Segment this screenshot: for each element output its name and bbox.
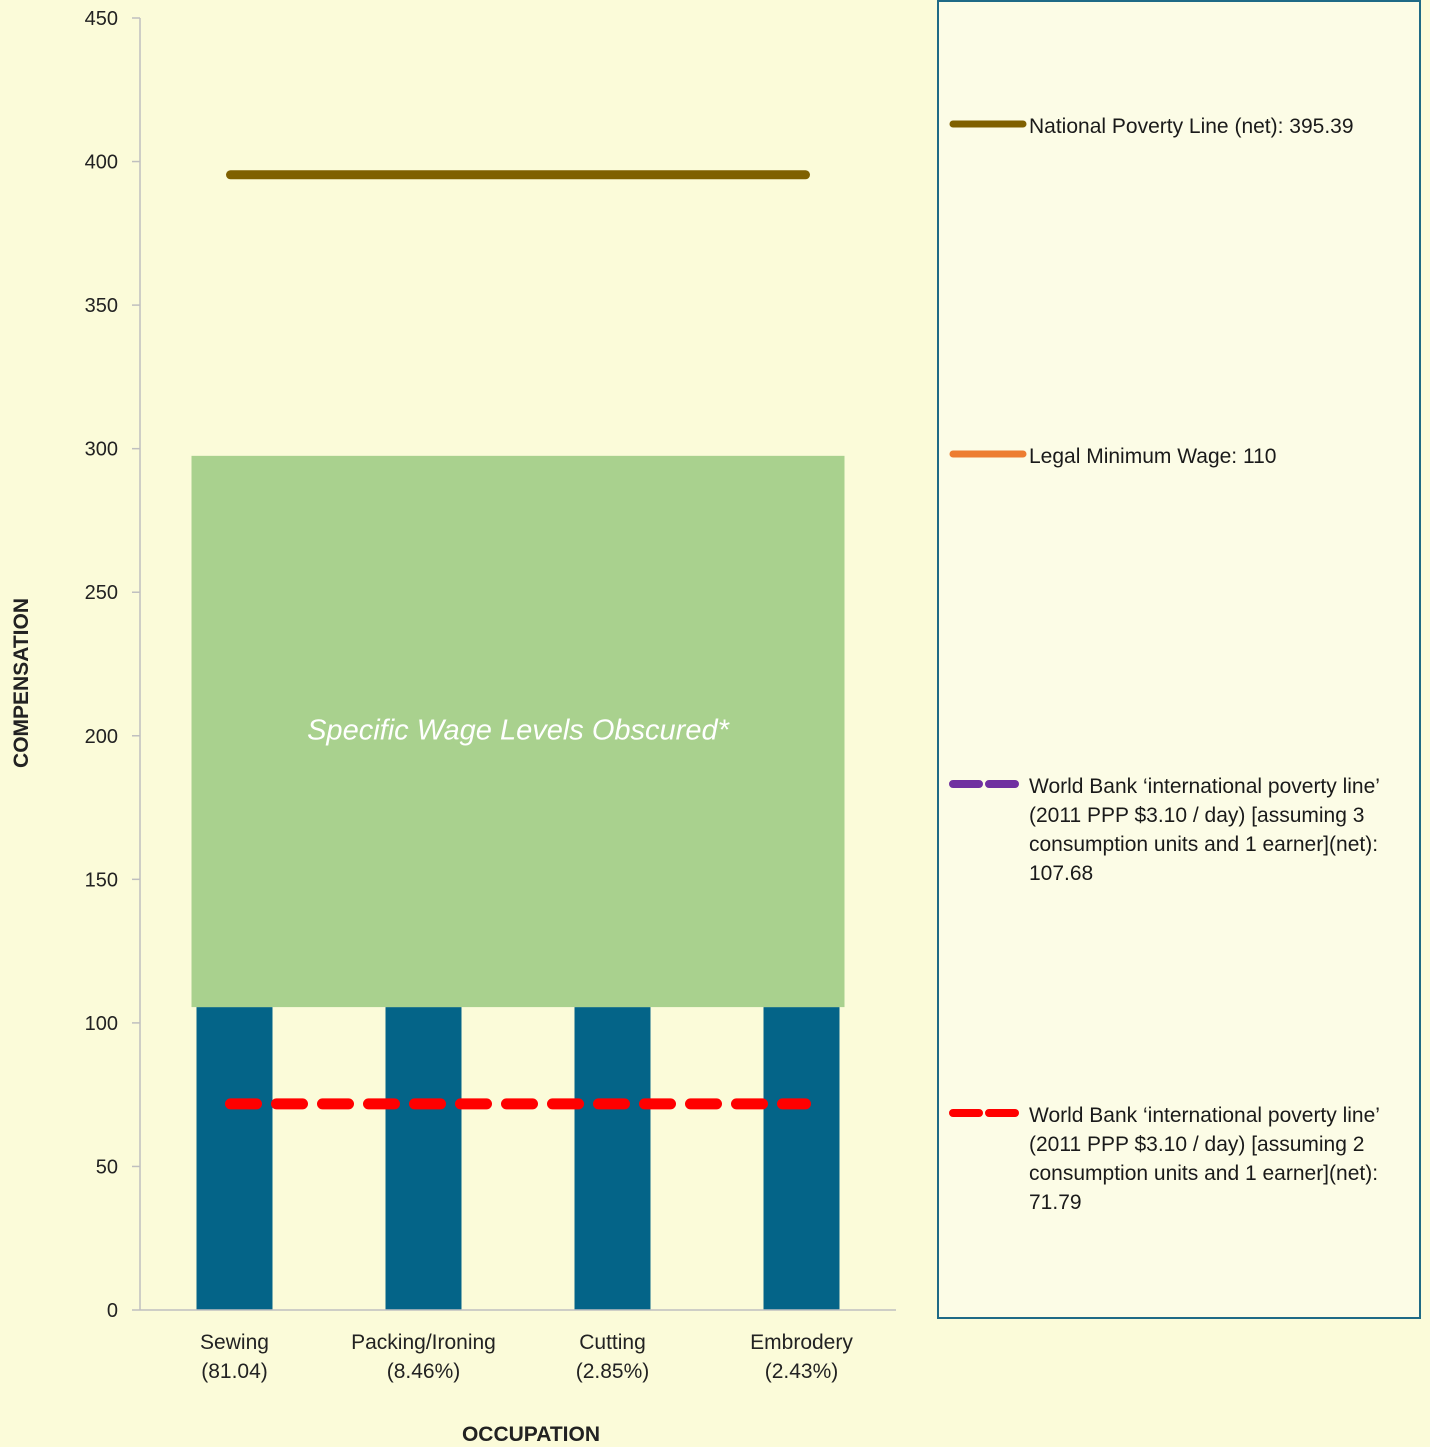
obscured-region (191, 455, 845, 1008)
x-tick-sublabel: (81.04) (201, 1360, 268, 1383)
x-axis: Sewing (81.04) Packing/Ironing (8.46%) Cutti… (140, 1309, 896, 1383)
bar (574, 1007, 651, 1310)
obscured-overlay: Specific Wage Levels Obscured* (191, 455, 845, 1008)
bar (385, 1007, 462, 1310)
legend-swatch-solid (949, 450, 1027, 458)
x-tick-sublabel: (8.46%) (387, 1360, 461, 1383)
legend-swatch-dashed (949, 780, 1027, 788)
x-axis-label: OCCUPATION (462, 1423, 600, 1446)
reference-lines (225, 170, 811, 1110)
y-tick-label: 450 (85, 8, 118, 30)
y-tick-label: 400 (85, 152, 118, 174)
legend-label: National Poverty Line (net): 395.39 (1029, 115, 1354, 138)
x-tick-sublabel: (2.85%) (576, 1360, 650, 1383)
y-tick-label: 250 (85, 582, 118, 604)
legend: National Poverty Line (net): 395.39 Lega… (937, 0, 1421, 1319)
y-tick-label: 350 (85, 295, 118, 317)
x-tick-label: Embrodery (750, 1331, 853, 1354)
y-tick-label: 50 (96, 1156, 118, 1178)
x-tick-sublabel: (2.43%) (765, 1360, 839, 1383)
bars (196, 1007, 840, 1310)
bar (196, 1007, 273, 1310)
y-axis: 0 50 100 150 200 250 300 350 400 450 (85, 8, 141, 1322)
y-axis-label: COMPENSATION (10, 598, 33, 768)
x-tick-label: Cutting (579, 1331, 646, 1354)
x-tick-label: Packing/Ironing (351, 1331, 496, 1354)
legend-label: Legal Minimum Wage: 110 (1029, 445, 1277, 468)
y-tick-label: 100 (85, 1013, 118, 1035)
legend-swatch-dashed (949, 1109, 1027, 1117)
obscured-label: Specific Wage Levels Obscured* (307, 714, 731, 746)
bar (763, 1007, 840, 1310)
y-tick-label: 200 (85, 726, 118, 748)
legend-swatch-solid (949, 120, 1027, 128)
legend-label: World Bank ‘international poverty line’ … (1029, 1104, 1380, 1214)
y-tick-label: 0 (107, 1300, 118, 1322)
x-tick-label: Sewing (200, 1331, 269, 1354)
y-tick-label: 150 (85, 869, 118, 891)
legend-label: World Bank ‘international poverty line’ … (1029, 775, 1380, 885)
y-tick-label: 300 (85, 439, 118, 461)
